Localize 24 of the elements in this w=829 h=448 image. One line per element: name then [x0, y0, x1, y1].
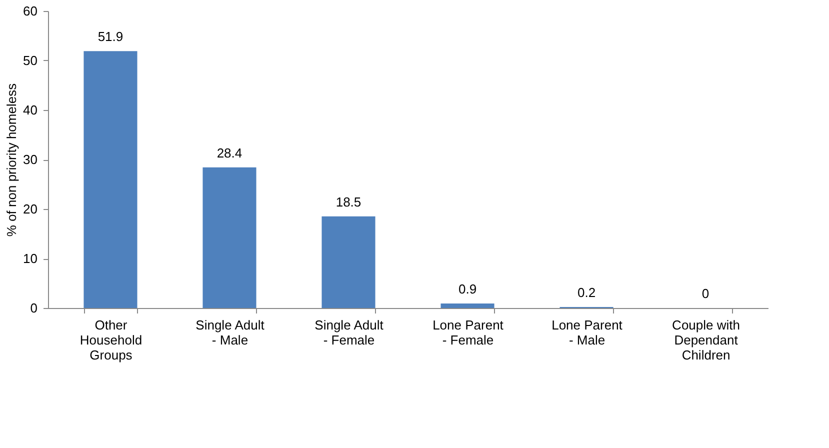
x-tick-label: Other Household Groups: [80, 318, 142, 362]
data-label: 28.4: [216, 145, 242, 160]
x-tick-label: Couple with Dependant Children: [672, 318, 740, 362]
data-label: 0.9: [458, 282, 477, 297]
data-label: 0.2: [577, 285, 596, 300]
x-tick-label: Single Adult - Female: [314, 318, 384, 348]
x-tick-label: Single Adult - Male: [196, 318, 265, 348]
data-label: 0: [702, 286, 710, 301]
data-label: 18.5: [336, 194, 362, 210]
x-tick-label: Lone Parent - Male: [552, 318, 623, 348]
y-tick-label: 20: [23, 202, 38, 216]
y-tick-label: 40: [23, 102, 38, 118]
bar: [440, 304, 494, 308]
x-tick-label: Lone Parent - Female: [432, 318, 504, 348]
y-tick-label: 50: [23, 53, 38, 68]
bar: [322, 216, 376, 308]
y-tick-label: 0: [30, 300, 38, 316]
y-axis-title: % of non priority homeless: [4, 82, 20, 237]
bar: [202, 167, 256, 308]
y-tick-label: 30: [23, 152, 38, 167]
y-tick-label: 60: [23, 4, 38, 18]
bar: [84, 51, 138, 308]
y-tick-label: 10: [23, 251, 38, 266]
data-label: 51.9: [98, 29, 124, 44]
